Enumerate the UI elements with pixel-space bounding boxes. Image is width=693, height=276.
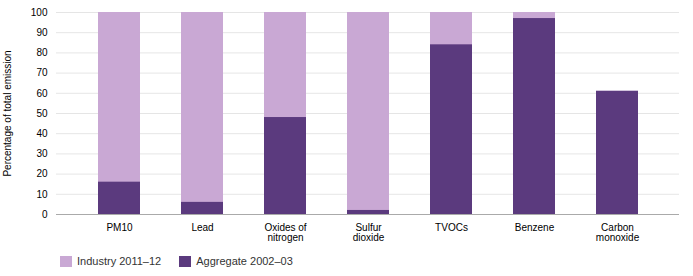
html-text:Aggregate 2002–03: Aggregate 2002–03 (196, 255, 293, 267)
svg-text:TVOCs: TVOCs (435, 222, 468, 233)
svg-text:Percentage of total emission: Percentage of total emission (2, 50, 13, 176)
svg-text:50: 50 (36, 108, 48, 119)
svg-text:40: 40 (36, 128, 48, 139)
svg-text:60: 60 (36, 88, 48, 99)
svg-text:90: 90 (36, 27, 48, 38)
svg-text:PM10: PM10 (106, 222, 133, 233)
svg-text:Lead: Lead (191, 222, 213, 233)
svg-text:70: 70 (36, 67, 48, 78)
svg-text:100: 100 (31, 7, 48, 18)
svg-text:30: 30 (36, 148, 48, 159)
html-text:Industry 2011–12: Industry 2011–12 (77, 255, 162, 267)
svg-text:80: 80 (36, 47, 48, 58)
svg-text:Sulfurdioxide: Sulfurdioxide (353, 222, 385, 243)
svg-text:Carbonmonoxide: Carbonmonoxide (596, 222, 640, 243)
svg-text:Benzene: Benzene (515, 222, 555, 233)
svg-text:20: 20 (36, 168, 48, 179)
svg-text:10: 10 (36, 189, 48, 200)
svg-text:0: 0 (42, 209, 48, 220)
svg-text:Oxides ofnitrogen: Oxides ofnitrogen (264, 222, 306, 243)
